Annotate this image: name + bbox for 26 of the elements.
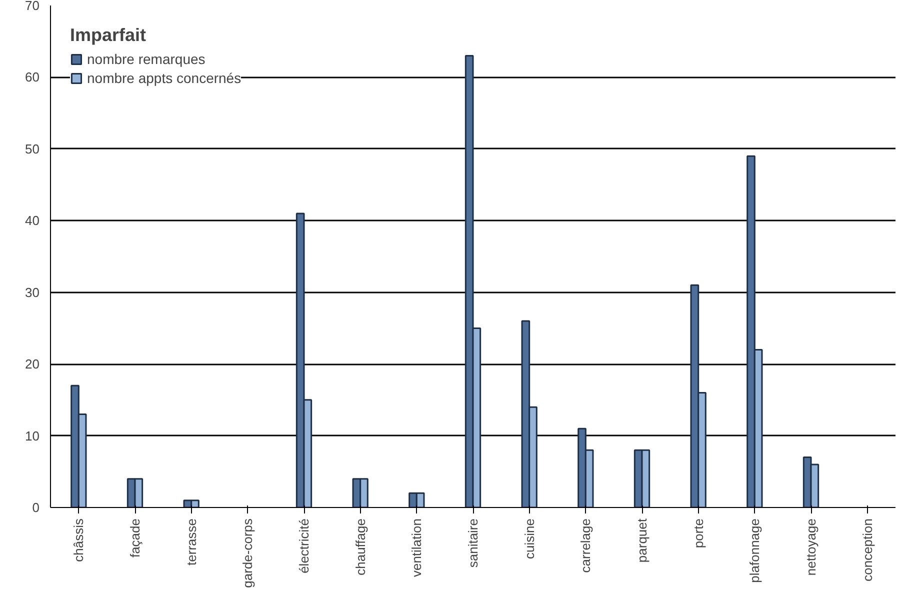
y-tick-label: 30 <box>25 284 40 300</box>
x-tick-label: cuisine <box>522 518 537 559</box>
x-tick-label: parquet <box>634 518 650 563</box>
x-tick-label: façade <box>128 518 142 558</box>
x-tick-label: électricité <box>296 518 312 574</box>
x-tick-label: chauffage <box>352 518 368 576</box>
y-tick-label: 0 <box>32 500 40 515</box>
legend-title: Imparfait <box>70 25 148 46</box>
y-tick-label: 50 <box>25 141 40 156</box>
x-tick-label: terrasse <box>184 518 199 566</box>
x-tick-label: châssis <box>71 518 86 562</box>
legend-label: nombre remarques <box>87 51 206 67</box>
x-tick-label: garde-corps <box>240 518 256 588</box>
x-tick-label: carrelage <box>578 518 594 573</box>
y-tick-label: 70 <box>25 0 40 13</box>
y-tick-label: 40 <box>25 213 40 228</box>
x-tick-label: ventilation <box>409 518 424 578</box>
legend-label: nombre appts concernés <box>87 70 242 86</box>
y-tick-label: 10 <box>25 428 40 444</box>
x-tick-label: conception <box>860 518 875 582</box>
y-tick-label: 20 <box>25 356 40 372</box>
x-tick-label: porte <box>690 518 706 548</box>
x-tick-label: sanitaire <box>466 518 480 568</box>
y-tick-label: 60 <box>25 70 40 85</box>
x-tick-label: nettoyage <box>804 518 818 576</box>
x-tick-label: plafonnage <box>747 518 762 583</box>
